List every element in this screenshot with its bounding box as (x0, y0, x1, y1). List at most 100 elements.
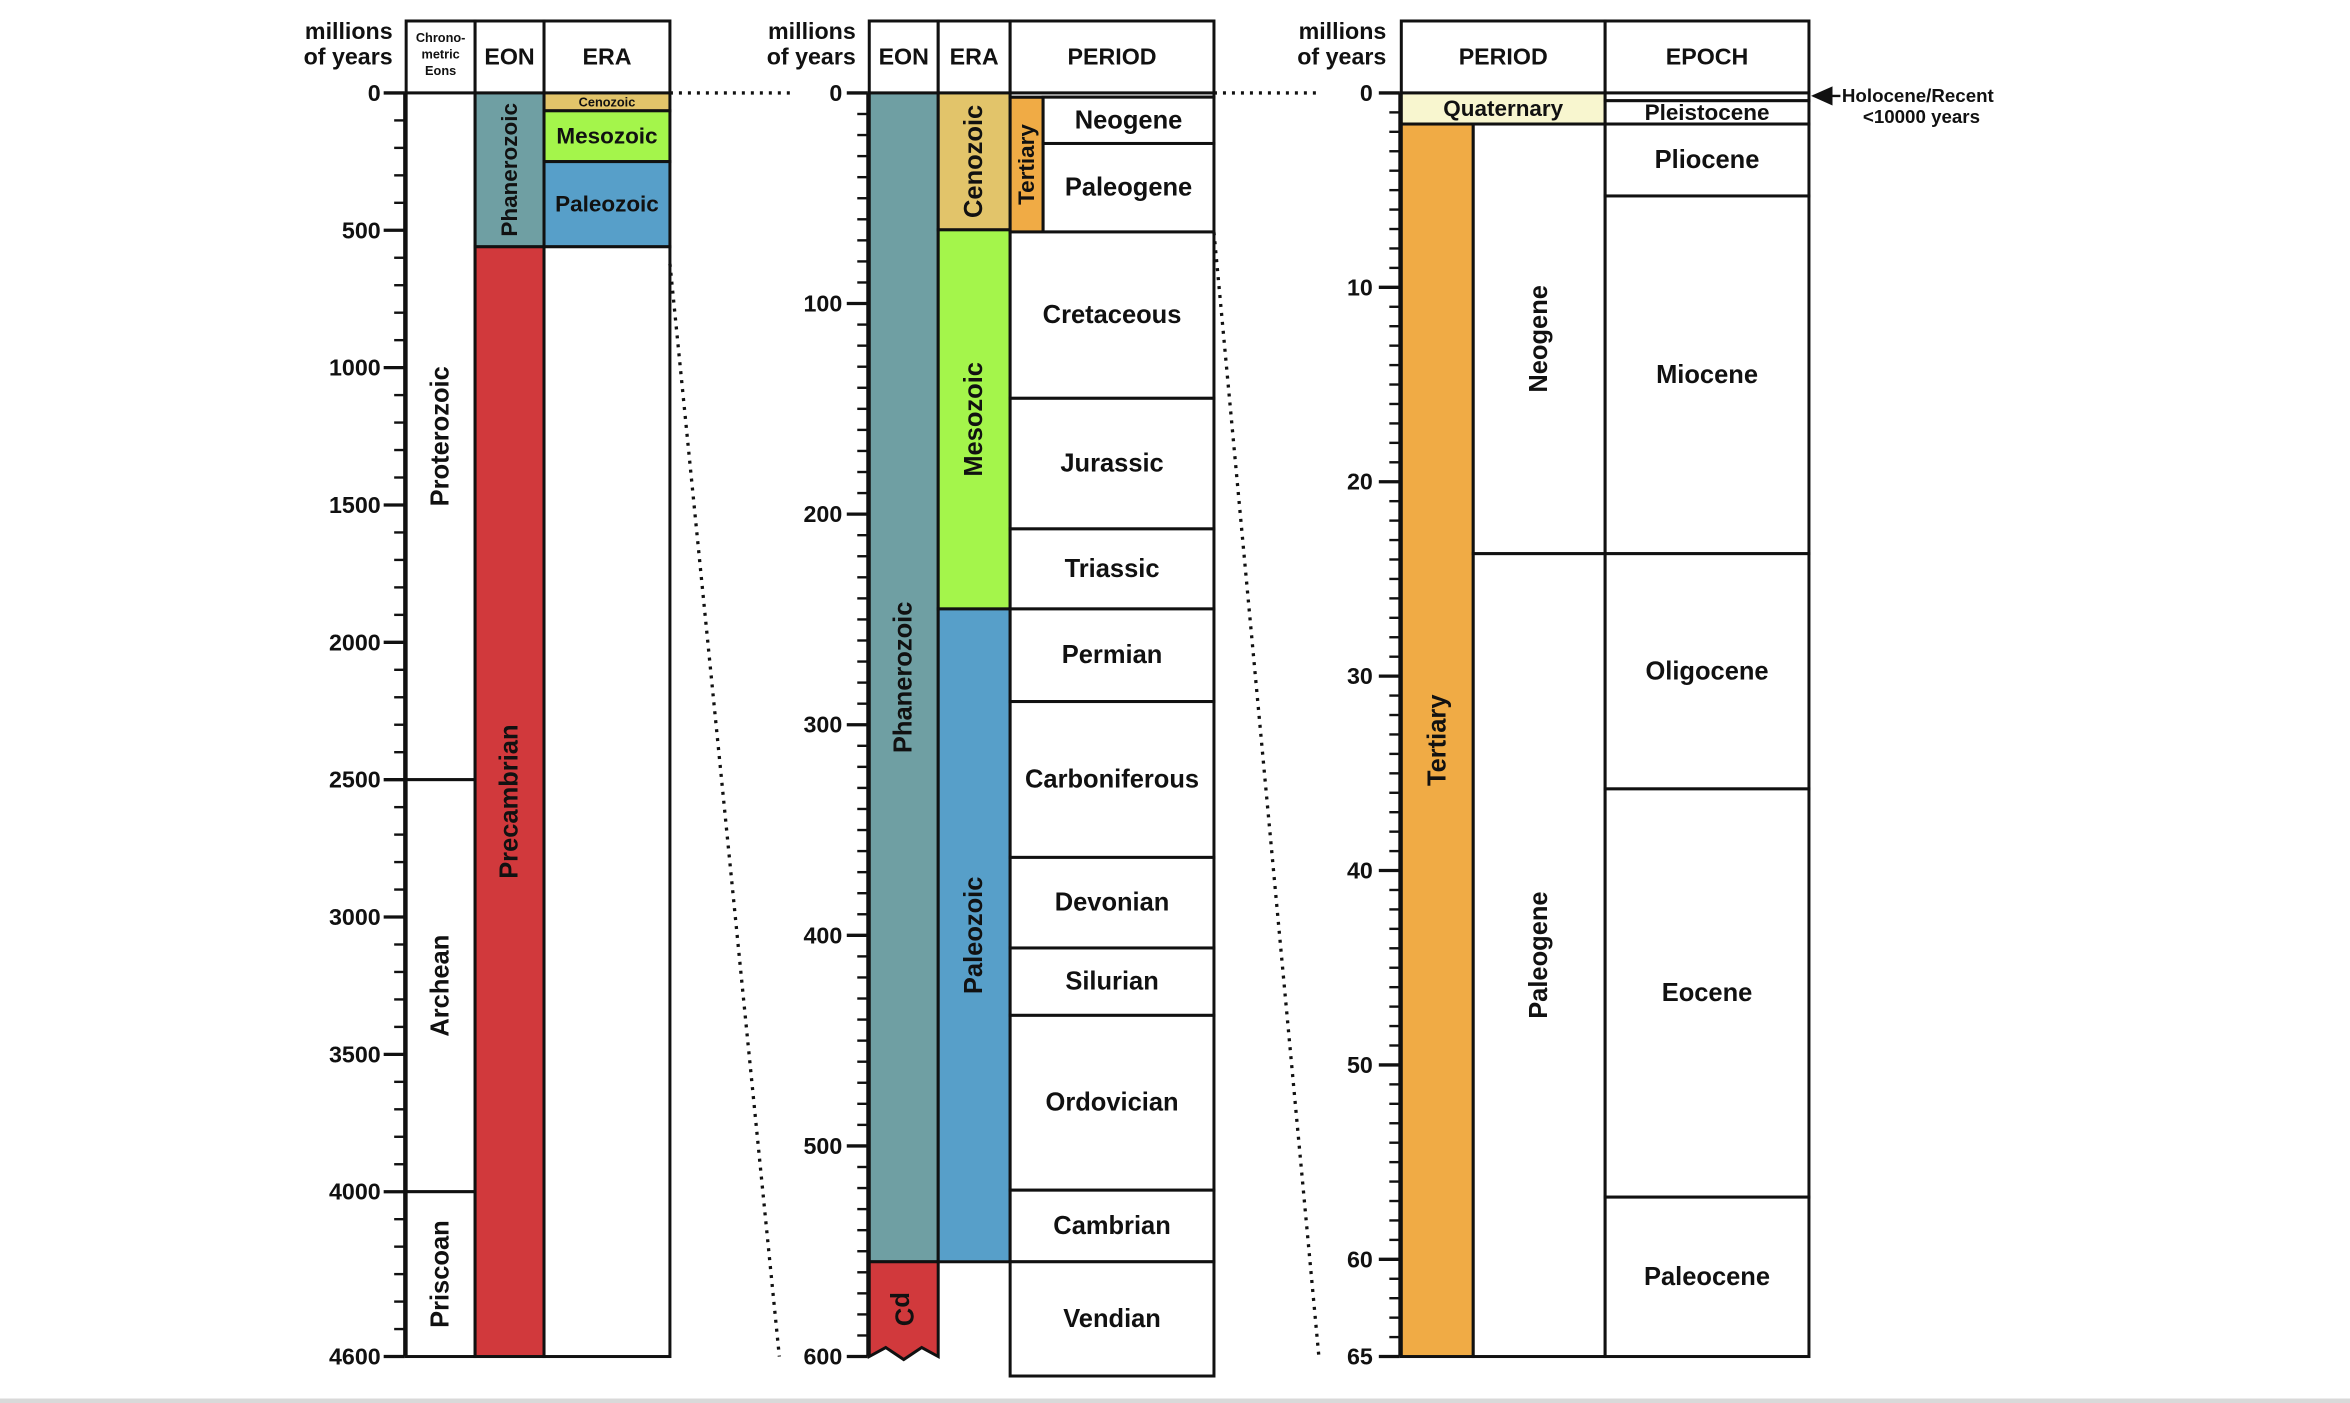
period-vendian-label: Vendian (1063, 1305, 1161, 1333)
panel-3: millions of years 0 10 20 30 40 50 60 65 PERIOD… (1297, 18, 1994, 1370)
period-vendian (1008, 1260, 1216, 1378)
period-permian (1008, 607, 1216, 704)
epoch-miocene-label: Miocene (1656, 361, 1758, 389)
tick-label-50: 50 (1347, 1052, 1373, 1078)
period-header: PERIOD (1459, 43, 1548, 69)
epoch-header-cell (1603, 19, 1811, 95)
panel1-axis-ticks (383, 91, 407, 1359)
era-paleozoic-label: Paleozoic (555, 192, 659, 217)
tick-label-0: 0 (829, 80, 842, 106)
eon-precambrian (867, 1260, 940, 1362)
era-mesozoic-label: Mesozoic (960, 362, 988, 477)
tick-label-600: 600 (804, 1344, 843, 1370)
era-header: ERA (582, 43, 631, 69)
panel-2: millions of years 0 100 200 300 400 500 600 EO… (767, 18, 1216, 1378)
panel2-axis-ticks (846, 91, 870, 1359)
tick-label-40: 40 (1347, 858, 1373, 884)
tick-label-0: 0 (1360, 80, 1373, 106)
period-permian-label: Permian (1062, 641, 1163, 669)
era-paleozoic (542, 160, 672, 249)
subperiod-paleogene-label: Paleogene (1525, 891, 1553, 1018)
eon-precambrian (473, 245, 546, 1359)
epoch-paleocene-label: Paleocene (1644, 1263, 1770, 1291)
period-ordovician (1008, 1013, 1216, 1192)
period-neogene (1041, 95, 1216, 145)
era-header-cell (542, 19, 672, 95)
period-cambrian (1008, 1188, 1216, 1264)
panel2-axis-title: millions of years (767, 18, 856, 69)
tick-label-20: 20 (1347, 469, 1373, 495)
period-ordovician-label: Ordovician (1046, 1089, 1179, 1117)
epoch-oligocene-label: Oligocene (1645, 657, 1768, 685)
eon-phanerozoic (867, 91, 940, 1264)
epoch-pleistocene-label: Pleistocene (1645, 100, 1770, 125)
chronometric-header-line1: Chrono- (416, 30, 466, 45)
axis-title-line1: millions (768, 18, 856, 44)
epoch-eocene-label: Eocene (1662, 979, 1753, 1007)
panel3-body: Quaternary Tertiary Neogene Paleogene Pleist… (1399, 91, 1811, 1359)
period-tertiary (1008, 95, 1045, 234)
era-cenozoic-label: Cenozoic (960, 105, 988, 218)
tick-label-65: 65 (1347, 1344, 1373, 1370)
period-paleogene-label: Paleogene (1065, 174, 1192, 202)
axis-title-line1: millions (1299, 18, 1387, 44)
axis-title-line1: millions (305, 18, 393, 44)
holocene-sublabel: <10000 years (1863, 106, 1980, 127)
tick-label-4000: 4000 (329, 1179, 381, 1205)
period-quaternary-label: Quaternary (1443, 96, 1563, 121)
axis-title-line2: of years (1297, 43, 1386, 69)
panel1-axis-labels: 0 500 1000 1500 2000 2500 3000 3500 4000 4600 (329, 80, 381, 1370)
tick-label-500: 500 (342, 217, 381, 243)
era-paleozoic-label: Paleozoic (960, 877, 988, 994)
period-silurian-label: Silurian (1065, 968, 1158, 996)
chrono-eon-priscoan-label: Priscoan (427, 1220, 455, 1328)
chronometric-header-line3: Eons (425, 63, 456, 78)
period-silurian (1008, 946, 1216, 1017)
era-header: ERA (950, 43, 999, 69)
tick-label-3000: 3000 (329, 904, 381, 930)
era-blank (542, 245, 672, 1359)
tick-label-1000: 1000 (329, 355, 381, 381)
epoch-header: EPOCH (1666, 43, 1749, 69)
panel-1: millions of years 0 500 1000 1500 2000 2500 30… (304, 18, 672, 1370)
period-cambrian-label: Cambrian (1053, 1212, 1170, 1240)
tick-label-3500: 3500 (329, 1041, 381, 1067)
period-tertiary (1399, 122, 1475, 1359)
period-triassic-label: Triassic (1065, 555, 1160, 583)
eon-phanerozoic-label: Phanerozoic (890, 602, 918, 753)
period-carboniferous-label: Carboniferous (1025, 765, 1199, 793)
tick-label-100: 100 (804, 291, 843, 317)
tick-label-60: 60 (1347, 1246, 1373, 1272)
period-header: PERIOD (1068, 43, 1157, 69)
panel3-axis-labels: 0 10 20 30 40 50 60 65 (1347, 80, 1373, 1370)
chronometric-header-line2: metric (422, 46, 460, 61)
epoch-pliocene (1603, 122, 1811, 198)
eon-header: EON (484, 43, 534, 69)
panel1-body: Proterozoic Archean Priscoan Phanerozoic Pre… (404, 91, 672, 1359)
axis-title-line2: of years (767, 43, 856, 69)
period-paleogene (1041, 141, 1216, 234)
era-paleozoic (936, 607, 1012, 1264)
period-header-cell (1008, 19, 1216, 95)
eon-precambrian-label: pƆ (890, 1292, 918, 1326)
tick-label-2500: 2500 (329, 767, 381, 793)
period-tertiary-label: Tertiary (1014, 124, 1039, 205)
chrono-eon-archean-label: Archean (427, 935, 455, 1037)
panel2-axis-labels: 0 100 200 300 400 500 600 (804, 80, 843, 1370)
axis-title-line2: of years (304, 43, 393, 69)
era-cenozoic-label: Cenozoic (579, 94, 636, 109)
footer-bar (0, 1398, 2350, 1403)
eon-header-cell (473, 19, 546, 95)
eon-phanerozoic-label: Phanerozoic (497, 103, 522, 237)
chrono-eon-proterozoic (404, 91, 477, 782)
tick-label-4600: 4600 (329, 1344, 381, 1370)
panel3-axis-title: millions of years (1297, 18, 1386, 69)
eon-phanerozoic (473, 91, 546, 249)
tick-label-0: 0 (368, 80, 381, 106)
tick-label-400: 400 (804, 922, 843, 948)
era-mesozoic-label: Mesozoic (556, 124, 657, 149)
period-tertiary-label: Tertiary (1423, 694, 1451, 786)
tick-label-300: 300 (804, 712, 843, 738)
tick-label-1500: 1500 (329, 492, 381, 518)
